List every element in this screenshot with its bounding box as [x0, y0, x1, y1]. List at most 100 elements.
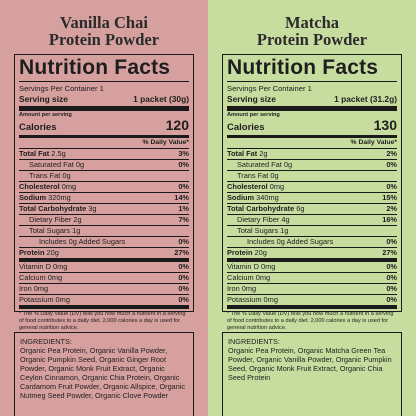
nutrient-row-trans-fat: Trans Fat 0g [227, 171, 397, 182]
daily-value-header-text: % Daily Value* [350, 139, 397, 146]
nutrient-dv: 14% [174, 193, 189, 202]
nutrient-name: Trans Fat 0g [237, 171, 279, 180]
nutrient-dv: 0% [178, 284, 189, 293]
nutrient-dv: 16% [382, 215, 397, 224]
servings-text: Servings Per Container 1 [227, 84, 312, 93]
nutrient-amount: 2g [257, 149, 268, 158]
calories-label: Calories [227, 122, 265, 133]
nutrient-name: Sodium 320mg [19, 193, 71, 203]
serving-size-label: Serving size [227, 94, 276, 104]
amount-per-serving: Amount per serving [19, 112, 72, 118]
nutrient-name: Vitamin D 0mg [227, 262, 276, 271]
ingredients-box: INGREDIENTS: Organic Pea Protein, Organi… [14, 332, 194, 416]
nutrient-row-total-fat: Total Fat 2.5g 3% [19, 149, 189, 160]
nutrient-dv: 15% [382, 193, 397, 202]
nutrient-row-protein: Protein 20g 27% [227, 248, 397, 262]
nutrient-row-iron: Iron 0mg 0% [19, 284, 189, 295]
nutrient-row-potassium: Potassium 0mg 0% [227, 295, 397, 309]
serving-size-row: Serving size 1 packet (30g) [19, 94, 189, 111]
nutrient-name: Dietary Fiber 2g [29, 215, 82, 224]
nutrient-name: Total Carbohydrate 3g [19, 204, 97, 214]
nutrient-row-total-sugars: Total Sugars 1g [19, 226, 189, 237]
nutrient-row-trans-fat: Trans Fat 0g [19, 171, 189, 182]
nutrient-amount: 2.5g [49, 149, 66, 158]
nutrient-dv: 0% [386, 160, 397, 169]
nutrient-dv: 27% [382, 248, 397, 257]
nutrient-name: Total Sugars 1g [29, 226, 81, 235]
nutrient-dv: 2% [386, 204, 397, 213]
nutrient-dv: 0% [386, 295, 397, 304]
nutrient-row-dietary-fiber: Dietary Fiber 2g 7% [19, 215, 189, 226]
nutrient-name: Dietary Fiber 4g [237, 215, 290, 224]
serving-size-label: Serving size [19, 94, 68, 104]
serving-size-value: 1 packet (31.2g) [334, 94, 397, 104]
product-title-line-2: Protein Powder [256, 30, 368, 49]
nutrient-name: Sodium 340mg [227, 193, 279, 203]
ingredients-text: Organic Pea Protein, Organic Vanilla Pow… [20, 346, 186, 400]
nutrient-row-calcium: Calcium 0mg 0% [19, 273, 189, 284]
nutrient-bold: Total Carbohydrate [227, 204, 295, 213]
nutrient-bold: Protein [19, 248, 45, 257]
nutrient-row-total-carbohydrate: Total Carbohydrate 6g 2% [227, 204, 397, 215]
nutrient-dv: 0% [386, 284, 397, 293]
nutrient-amount: 20g [252, 248, 267, 257]
matcha-panel: Matcha Protein Powder Nutrition Facts Se… [208, 0, 416, 416]
daily-value-header-text: % Daily Value* [142, 139, 189, 146]
nutrient-row-sodium: Sodium 340mg 15% [227, 193, 397, 204]
nutrient-row-sodium: Sodium 320mg 14% [19, 193, 189, 204]
nutrient-bold: Total Fat [19, 149, 50, 158]
nutrient-row-total-sugars: Total Sugars 1g [227, 226, 397, 237]
nutrient-row-vitamin-d: Vitamin D 0mg 0% [19, 262, 189, 273]
nutrient-dv: 7% [178, 215, 189, 224]
nutrient-row-potassium: Potassium 0mg 0% [19, 295, 189, 309]
nutrition-facts-label: Nutrition Facts Servings Per Container 1… [14, 54, 194, 331]
daily-value-footnote: * The % Daily Value (DV) tells you how m… [227, 311, 394, 331]
nutrient-name: Calcium 0mg [227, 273, 271, 282]
calories-value: 130 [373, 117, 397, 133]
nutrient-row-cholesterol: Cholesterol 0mg 0% [227, 182, 397, 193]
nutrient-row-iron: Iron 0mg 0% [227, 284, 397, 295]
nutrient-dv: 0% [386, 262, 397, 271]
product-title: Matcha Protein Powder [222, 0, 402, 49]
nutrient-name: Iron 0mg [19, 284, 49, 293]
servings-per-container: Servings Per Container 1 [19, 82, 189, 94]
nutrient-dv: 27% [174, 248, 189, 257]
serving-size-row: Serving size 1 packet (31.2g) [227, 94, 397, 111]
nutrition-facts-heading: Nutrition Facts [19, 57, 189, 82]
nutrient-dv: 0% [178, 237, 189, 246]
nutrient-name: Total Carbohydrate 6g [227, 204, 305, 214]
calories-row: Calories 120 [19, 118, 189, 138]
vanilla-chai-panel: Vanilla Chai Protein Powder Nutrition Fa… [0, 0, 208, 416]
nutrient-bold: Protein [227, 248, 253, 257]
nutrient-name: Potassium 0mg [227, 295, 278, 304]
nutrient-amount: 20g [44, 248, 59, 257]
nutrient-name: Vitamin D 0mg [19, 262, 68, 271]
nutrient-name: Includes 0g Added Sugars [247, 237, 334, 246]
nutrient-row-vitamin-d: Vitamin D 0mg 0% [227, 262, 397, 273]
nutrient-row-dietary-fiber: Dietary Fiber 4g 16% [227, 215, 397, 226]
ingredients-text: Organic Pea Protein, Organic Matcha Gree… [228, 346, 392, 382]
nutrient-amount: 0mg [267, 182, 285, 191]
nutrient-row-added-sugars: Includes 0g Added Sugars 0% [227, 237, 397, 248]
product-title-line-1: Vanilla Chai [60, 13, 148, 32]
nutrient-bold: Total Carbohydrate [19, 204, 87, 213]
nutrient-name: Total Fat 2g [227, 149, 268, 159]
calories-label: Calories [19, 122, 57, 133]
daily-value-header: % Daily Value* [227, 138, 397, 149]
serving-size-value: 1 packet (30g) [133, 94, 189, 104]
nutrient-name: Calcium 0mg [19, 273, 63, 282]
servings-per-container: Servings Per Container 1 [227, 82, 397, 94]
product-title-line-2: Protein Powder [48, 30, 160, 49]
nutrient-dv: 0% [386, 182, 397, 191]
nutrient-amount: 320mg [46, 193, 71, 202]
nutrient-dv: 0% [178, 182, 189, 191]
nutrient-dv: 0% [178, 160, 189, 169]
nutrient-row-added-sugars: Includes 0g Added Sugars 0% [19, 237, 189, 248]
nutrient-dv: 0% [386, 273, 397, 282]
nutrient-row-cholesterol: Cholesterol 0mg 0% [19, 182, 189, 193]
nutrient-dv: 0% [386, 237, 397, 246]
nutrient-name: Protein 20g [19, 248, 59, 258]
ingredients-label: INGREDIENTS: [228, 337, 280, 346]
nutrient-dv: 3% [178, 149, 189, 158]
nutrient-row-protein: Protein 20g 27% [19, 248, 189, 262]
